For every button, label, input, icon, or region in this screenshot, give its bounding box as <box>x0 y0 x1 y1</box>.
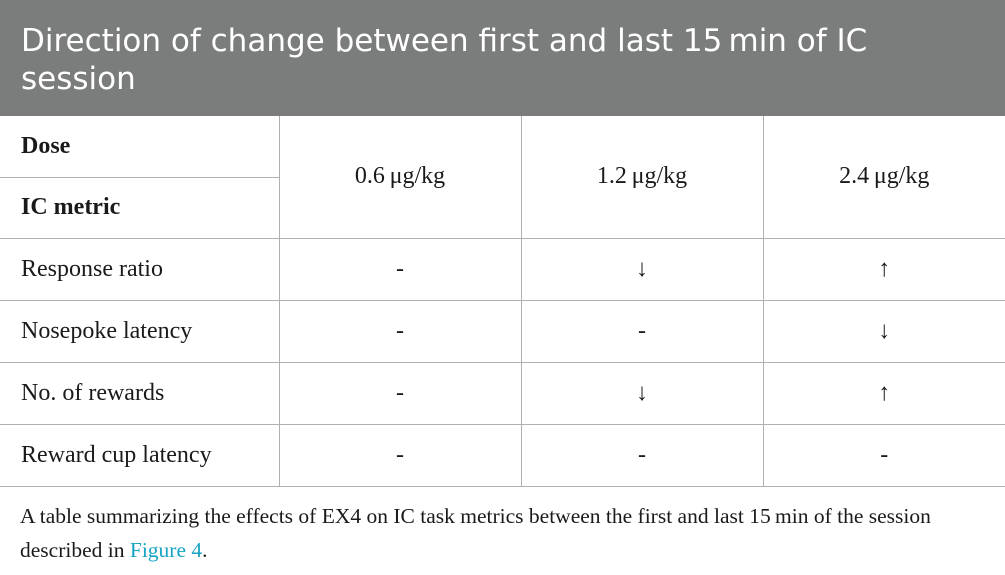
table-cell: ↑ <box>762 361 1005 425</box>
dose-header: Dose <box>0 116 280 178</box>
caption-text: A table summarizing the effects of EX4 o… <box>20 504 931 562</box>
table-cell: - <box>278 361 522 425</box>
metric-label: Response ratio <box>0 237 280 301</box>
table-cell: ↑ <box>762 237 1005 301</box>
table-cell: - <box>520 423 764 487</box>
table-cell: - <box>520 299 764 363</box>
table-row: No. of rewards - ↓ ↑ <box>0 361 1005 425</box>
table-cell: ↓ <box>520 237 764 301</box>
table-row: Reward cup latency - - - <box>0 423 1005 487</box>
table-caption: A table summarizing the effects of EX4 o… <box>20 499 995 567</box>
metric-label: Reward cup latency <box>0 423 280 487</box>
header-row: Dose 0.6 μg/kg 1.2 μg/kg 2.4 μg/kg <box>0 116 1005 239</box>
table-title: Direction of change between first and la… <box>0 0 1005 116</box>
figure-link[interactable]: Figure 4 <box>129 538 203 562</box>
table-row: Nosepoke latency - - ↓ <box>0 299 1005 363</box>
header-row: IC metric <box>0 176 1005 239</box>
metric-label: No. of rewards <box>0 361 280 425</box>
table-cell: ↓ <box>762 299 1005 363</box>
table-cell: - <box>278 237 522 301</box>
dose-column-header: 2.4 μg/kg <box>762 116 1005 239</box>
metric-label: Nosepoke latency <box>0 299 280 363</box>
table-row: Response ratio - ↓ ↑ <box>0 237 1005 301</box>
dose-column-header: 1.2 μg/kg <box>520 116 764 239</box>
table-cell: - <box>278 423 522 487</box>
dose-column-header: 0.6 μg/kg <box>278 116 522 239</box>
caption-end: . <box>202 538 208 562</box>
results-table: Dose 0.6 μg/kg 1.2 μg/kg 2.4 μg/kg IC me… <box>0 116 1005 487</box>
table-cell: ↓ <box>520 361 764 425</box>
table-cell: - <box>278 299 522 363</box>
ic-metric-header: IC metric <box>0 176 279 239</box>
table-cell: - <box>762 423 1005 487</box>
